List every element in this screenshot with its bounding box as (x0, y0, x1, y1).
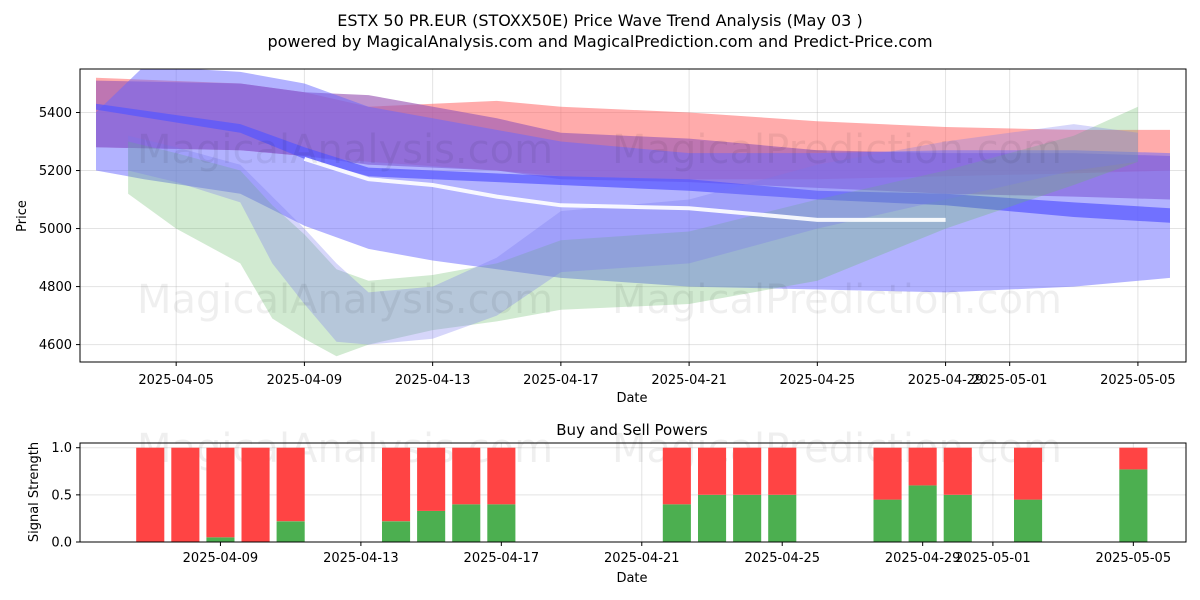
sell-bar-2025-04-17 (487, 447, 516, 505)
sell-bar-2025-04-15 (417, 447, 446, 511)
price-x-tick-label-7: 2025-05-01 (972, 373, 1048, 388)
price-lines (303, 156, 946, 222)
buy-bar-2025-04-17 (487, 504, 516, 542)
blue-fan (128, 124, 1138, 345)
price-x-tick-label-4: 2025-04-21 (651, 373, 727, 388)
chart-subtitle: powered by MagicalAnalysis.com and Magic… (267, 32, 932, 51)
price-x-tick-label-2: 2025-04-13 (395, 373, 471, 388)
buy-bar-2025-04-29 (908, 485, 937, 542)
price-y-axis-label: Price (15, 200, 30, 232)
price-panel: MagicalAnalysis.com MagicalPrediction.co… (15, 68, 1187, 406)
price-x-tick-label-1: 2025-04-09 (267, 373, 343, 388)
buy-sell-title: Buy and Sell Powers (556, 421, 708, 439)
sell-bar-2025-04-22 (662, 447, 691, 505)
price-x-tick-label-5: 2025-04-25 (780, 373, 856, 388)
price-y-tick-label-3: 5200 (39, 164, 72, 179)
sell-bar-2025-04-30 (943, 447, 972, 495)
watermark-bottom-left: MagicalAnalysis.com (137, 426, 553, 472)
price-x-tick-label-0: 2025-04-05 (138, 373, 214, 388)
sell-bar-2025-04-10 (241, 447, 270, 542)
price-y-tick-label-2: 5000 (39, 222, 72, 237)
buy-bar-2025-05-02 (1014, 499, 1043, 542)
buy-sell-x-tick-label-3: 2025-04-21 (604, 551, 680, 566)
watermark-mid-left: MagicalAnalysis.com (137, 277, 553, 323)
buy-bar-2025-04-14 (382, 521, 411, 542)
watermark-top-right: MagicalPrediction.com (612, 127, 1062, 173)
white-trend-line (303, 156, 946, 222)
buy-sell-y-tick-label-2: 1.0 (51, 441, 72, 456)
buy-sell-x-tick-label-2: 2025-04-17 (464, 551, 540, 566)
buy-sell-panel: Buy and Sell Powers MagicalAnalysis.com … (27, 421, 1187, 586)
buy-bar-2025-04-09 (206, 537, 235, 542)
sell-bar-2025-04-28 (873, 447, 902, 500)
green-fan (128, 106, 1138, 357)
buy-sell-x-tick-label-0: 2025-04-09 (183, 551, 259, 566)
watermark-mid-right: MagicalPrediction.com (612, 277, 1062, 323)
buy-bar-2025-04-23 (698, 494, 727, 542)
sell-bar-2025-04-24 (733, 447, 762, 495)
buy-bar-2025-04-24 (733, 494, 762, 542)
buy-sell-x-ticks: 2025-04-09 2025-04-13 2025-04-17 2025-04-21… (183, 542, 1171, 566)
buy-sell-y-ticks: 0.0 0.5 1.0 (51, 441, 80, 551)
price-plot-frame (79, 68, 1187, 363)
sell-bar-2025-04-09 (206, 447, 235, 538)
buy-bar-2025-04-11 (276, 521, 305, 542)
watermark-top-left: MagicalAnalysis.com (137, 127, 553, 173)
price-x-tick-label-3: 2025-04-17 (523, 373, 599, 388)
sell-bar-2025-04-25 (768, 447, 797, 495)
price-x-ticks: 2025-04-05 2025-04-09 2025-04-13 2025-04-17… (138, 362, 1176, 388)
sell-bar-2025-04-29 (908, 447, 937, 486)
buy-sell-x-tick-label-5: 2025-04-29 (885, 551, 961, 566)
price-y-tick-label-0: 4600 (39, 338, 72, 353)
buy-sell-bars (136, 447, 1148, 542)
buy-sell-x-tick-label-4: 2025-04-25 (744, 551, 820, 566)
price-y-ticks: 4600 4800 5000 5200 5400 (39, 106, 80, 353)
sell-bar-2025-04-14 (382, 447, 411, 522)
buy-sell-y-tick-label-0: 0.0 (51, 536, 72, 551)
sell-bar-2025-05-05 (1119, 447, 1148, 470)
buy-sell-y-tick-label-1: 0.5 (51, 488, 72, 503)
buy-bar-2025-04-22 (662, 504, 691, 542)
price-x-tick-label-6: 2025-04-29 (908, 373, 984, 388)
price-y-tick-label-4: 5400 (39, 106, 72, 121)
buy-bar-2025-04-16 (452, 504, 481, 542)
price-bands (96, 69, 1170, 357)
buy-bar-2025-04-15 (417, 510, 446, 542)
blue-strip (96, 103, 1170, 223)
price-x-axis-label: Date (616, 391, 647, 406)
buy-bar-2025-05-05 (1119, 469, 1148, 542)
sell-bar-2025-04-23 (698, 447, 727, 495)
buy-sell-plot-frame (79, 442, 1187, 543)
sell-bar-2025-05-02 (1014, 447, 1043, 500)
buy-sell-x-tick-label-1: 2025-04-13 (323, 551, 399, 566)
price-x-tick-label-8: 2025-05-05 (1100, 373, 1176, 388)
buy-sell-y-axis-label: Signal Strength (27, 442, 42, 542)
buy-sell-x-tick-label-7: 2025-05-05 (1096, 551, 1172, 566)
sell-bar-2025-04-08 (171, 447, 200, 542)
buy-sell-x-tick-label-6: 2025-05-01 (955, 551, 1031, 566)
buy-sell-x-axis-label: Date (616, 571, 647, 586)
price-y-tick-label-1: 4800 (39, 280, 72, 295)
buy-bar-2025-04-25 (768, 494, 797, 542)
chart-title: ESTX 50 PR.EUR (STOXX50E) Price Wave Tre… (337, 11, 862, 30)
sell-bar-2025-04-11 (276, 447, 305, 522)
sell-bar-2025-04-07 (136, 447, 165, 542)
sell-bar-2025-04-16 (452, 447, 481, 505)
buy-bar-2025-04-30 (943, 494, 972, 542)
buy-bar-2025-04-28 (873, 499, 902, 542)
